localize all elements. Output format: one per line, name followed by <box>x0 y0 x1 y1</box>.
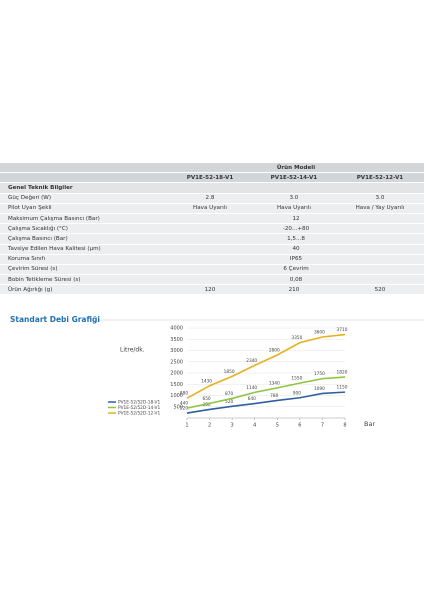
group-label: Ürün Modeli <box>168 163 424 174</box>
y-tick-label: 3500 <box>170 337 183 343</box>
data-label: 1430 <box>201 378 212 384</box>
y-tick-label: 2500 <box>170 359 183 365</box>
data-label: 640 <box>248 396 256 402</box>
legend-label: PV1E-52/52D-18-V1 <box>118 400 160 406</box>
row: Pilot Uyarı Şekli Hava Uyarılı Hava Uyarıl… <box>0 203 424 214</box>
data-label: 440 <box>180 401 188 407</box>
row-label: Çalışma Basıncı (Bar) <box>0 233 168 245</box>
row-label: Çevirim Süresi (s) <box>0 264 168 276</box>
y-tick-label: 500 <box>173 404 183 410</box>
cell: 6 Çevrim <box>168 264 424 276</box>
row-label: Tavsiye Edilen Hava Kalitesi (μm) <box>0 244 168 255</box>
row-label: Çalışma Sıcaklığı (°C) <box>0 223 168 235</box>
cell: 120 <box>168 284 252 296</box>
data-label: 3350 <box>291 335 302 341</box>
data-label: 1090 <box>314 386 325 392</box>
x-tick-label: 3 <box>231 423 234 429</box>
cell: Hava Uyarılı <box>168 203 252 214</box>
cell: 1,5...8 <box>168 233 424 245</box>
data-label: 870 <box>225 391 233 397</box>
cell: 3.0 <box>335 193 424 204</box>
cell: IP65 <box>168 254 424 265</box>
column-header: PV1E-52-18-V1 <box>168 172 252 184</box>
data-label: 2800 <box>269 348 280 354</box>
x-tick-label: 7 <box>321 423 324 429</box>
x-axis-label: Bar <box>364 420 375 428</box>
data-label: 380 <box>202 402 210 408</box>
x-tick-label: 8 <box>343 423 346 429</box>
series-line <box>186 391 346 414</box>
cell <box>0 172 168 184</box>
cell: 0,08 <box>168 274 424 286</box>
row: Tavsiye Edilen Hava Kalitesi (μm) 40 <box>0 244 424 255</box>
data-label: 220 <box>180 406 188 412</box>
data-label: 1150 <box>337 385 348 391</box>
row: Çalışma Sıcaklığı (°C) -20...+80 <box>0 223 424 235</box>
column-header: PV1E-52-14-V1 <box>251 172 336 184</box>
cell: Hava Uyarılı <box>251 203 336 214</box>
data-label: 1750 <box>314 371 325 377</box>
data-label: 2340 <box>246 358 257 364</box>
row: Koruma Sınıfı IP65 <box>0 254 424 265</box>
data-label: 1850 <box>224 369 235 375</box>
data-label: 780 <box>270 393 278 399</box>
data-label: 3710 <box>337 327 348 333</box>
y-tick-label: 1000 <box>170 393 183 399</box>
cell: 210 <box>251 284 336 296</box>
data-label: 900 <box>293 390 301 396</box>
spec-table: Ürün Modeli PV1E-52-18-V1 PV1E-52-14-V1 PV1… <box>0 163 424 296</box>
row-label: Maksimum Çalışma Basıncı (Bar) <box>0 213 168 225</box>
cell: 12 <box>168 213 424 225</box>
data-label: 1820 <box>337 370 348 376</box>
x-tick-label: 5 <box>276 423 279 429</box>
row: Çevirim Süresi (s) 6 Çevrim <box>0 264 424 276</box>
row-label: Bobin Tetikleme Süresi (s) <box>0 274 168 286</box>
data-label: 3600 <box>314 330 325 336</box>
x-tick-label: 2 <box>208 423 211 429</box>
series-line <box>186 376 346 409</box>
row: Bobin Tetikleme Süresi (s) 0,08 <box>0 274 424 286</box>
row: Çalışma Basıncı (Bar) 1,5...8 <box>0 233 424 245</box>
row: Güç Değeri (W) 2.8 3.0 3.0 <box>0 193 424 204</box>
cell: 40 <box>168 244 424 255</box>
data-label: 880 <box>180 391 188 397</box>
section-label: Genel Teknik Bilgiler <box>0 182 424 194</box>
data-label: 1550 <box>291 376 302 382</box>
x-tick-label: 6 <box>298 423 301 429</box>
legend-label: PV1E-52/52D-14-V1 <box>118 405 160 411</box>
cell: Hava / Yay Uyarılı <box>335 203 424 214</box>
y-axis-label: Litre/dk. <box>120 347 145 354</box>
data-label: 1140 <box>246 385 257 391</box>
y-tick-label: 4000 <box>170 326 183 332</box>
cell: 3.0 <box>251 193 336 204</box>
row-label: Koruma Sınıfı <box>0 254 168 265</box>
row: Ürün Ağırlığı (g) 120 210 520 <box>0 284 424 296</box>
header-row: Ürün Modeli <box>0 163 424 174</box>
data-label: 650 <box>202 396 210 402</box>
y-tick-label: 1500 <box>170 382 183 388</box>
x-tick-label: 4 <box>253 423 256 429</box>
cell <box>0 163 168 174</box>
section-row: Genel Teknik Bilgiler <box>0 182 424 194</box>
chart-title: Standart Debi Grafiği <box>10 315 100 324</box>
data-label: 1340 <box>269 380 280 386</box>
row-label: Ürün Ağırlığı (g) <box>0 284 168 296</box>
y-tick-label: 3000 <box>170 348 183 354</box>
series-line <box>186 333 346 399</box>
row-label: Pilot Uyarı Şekli <box>0 203 168 214</box>
cell: 2.8 <box>168 193 252 204</box>
x-tick-label: 1 <box>185 423 188 429</box>
header-row: PV1E-52-18-V1 PV1E-52-14-V1 PV1E-52-12-V1 <box>0 172 424 184</box>
column-header: PV1E-52-12-V1 <box>335 172 424 184</box>
row-label: Güç Değeri (W) <box>0 193 168 204</box>
cell: 520 <box>335 284 424 296</box>
cell: -20...+80 <box>168 223 424 235</box>
legend-label: PV1E-52/52D-12-V1 <box>118 411 160 417</box>
y-tick-label: 2000 <box>170 371 183 377</box>
data-label: 520 <box>225 399 233 405</box>
row: Maksimum Çalışma Basıncı (Bar) 12 <box>0 213 424 225</box>
